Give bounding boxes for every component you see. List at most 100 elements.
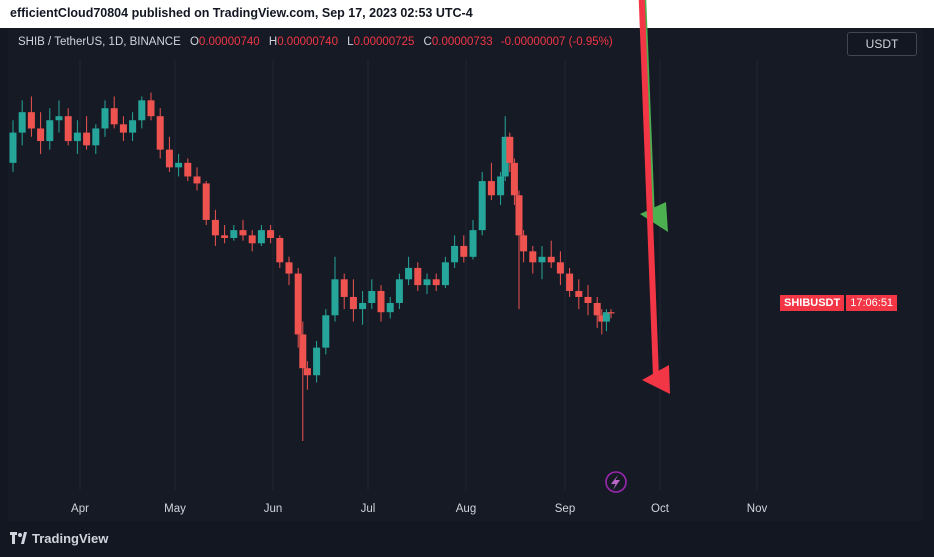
candle-body — [211, 219, 219, 236]
candle-body — [349, 296, 357, 310]
candle-body — [575, 290, 583, 297]
low-key: L — [347, 36, 354, 48]
candle-body — [165, 149, 173, 168]
candle-body — [405, 267, 413, 280]
candle-body — [257, 230, 265, 244]
candle-body — [501, 136, 509, 177]
candle-body — [368, 290, 376, 303]
candle-body — [414, 267, 422, 286]
candle-body — [92, 128, 100, 146]
candle-body — [294, 273, 302, 335]
candle-body — [110, 108, 118, 125]
candle-body — [386, 302, 394, 313]
candle-body — [520, 235, 528, 252]
x-axis[interactable]: Apr May Jun Jul Aug Sep Oct Nov — [71, 503, 767, 515]
tradingview-logo[interactable]: TradingView — [10, 531, 108, 546]
tradingview-logo-icon — [10, 532, 27, 544]
candle-body — [267, 230, 275, 238]
lightning-icon — [605, 471, 627, 493]
bearish-arrow-head — [642, 365, 670, 394]
open-key: O — [189, 36, 199, 48]
candle-body — [285, 262, 293, 274]
candle-body — [230, 230, 238, 238]
candle-body — [593, 302, 601, 316]
candle-body — [156, 116, 164, 150]
x-tick-label: Apr — [71, 503, 89, 515]
open-value: 0.00000740 — [198, 36, 260, 48]
currency-button[interactable]: USDT — [847, 32, 917, 56]
candle-body — [607, 312, 615, 314]
bearish-arrow-shaft — [638, 0, 659, 378]
candle-body — [547, 256, 555, 263]
candle-body — [359, 302, 367, 310]
candle-body — [331, 279, 339, 316]
candle-body — [460, 245, 468, 257]
candle-body — [423, 279, 431, 286]
candle-body — [119, 124, 127, 133]
candle-body — [322, 315, 330, 348]
ohlc-legend: SHIB / TetherUS, 1D, BINANCE O0.00000740… — [18, 36, 613, 48]
candle-body — [101, 108, 109, 129]
candle-body — [469, 230, 477, 257]
candle-body — [432, 279, 440, 286]
candle-body — [566, 273, 574, 291]
published-text: efficientCloud70804 published on Trading… — [10, 6, 473, 20]
candle-body — [239, 230, 247, 236]
candle-body — [395, 279, 403, 303]
published-header: efficientCloud70804 published on Trading… — [0, 0, 934, 28]
candle-body — [515, 195, 523, 236]
x-tick-label: Jul — [361, 503, 376, 515]
bearish-arrow — [638, 0, 670, 394]
candle-body — [303, 368, 311, 376]
candle-body — [598, 315, 606, 322]
high-key: H — [268, 36, 278, 48]
candle-body — [377, 290, 385, 313]
candle-body — [55, 116, 63, 121]
symbol-label[interactable]: SHIB / TetherUS, 1D, BINANCE — [18, 36, 181, 48]
candle-body — [248, 235, 256, 244]
candles-layer — [9, 92, 615, 442]
candle-body — [184, 162, 192, 177]
grid — [79, 60, 758, 490]
candle-body — [64, 116, 72, 142]
candle-body — [299, 334, 307, 369]
change-value: -0.00000007 (-0.95%) — [500, 36, 613, 48]
lightning-icon-bolt — [611, 475, 620, 490]
candle-body — [9, 132, 17, 163]
candle-body — [538, 256, 546, 263]
candle-body — [584, 296, 592, 303]
candle-body — [451, 245, 459, 263]
candle-body — [147, 100, 155, 117]
candle-body — [340, 279, 348, 297]
candle-body — [529, 251, 537, 263]
candle-body — [441, 262, 449, 286]
last-price-tag: SHIBUSDT 17:06:51 — [780, 295, 898, 311]
candle-body — [202, 183, 210, 220]
candle-body — [129, 120, 137, 133]
x-tick-label: Oct — [651, 503, 670, 515]
candle-body — [46, 120, 54, 142]
lightning-icon-ring — [605, 471, 627, 493]
candle-body — [497, 176, 505, 196]
price-tag-symbol: SHIBUSDT — [780, 295, 845, 311]
x-tick-label: Sep — [555, 503, 575, 515]
candle-body — [27, 112, 35, 129]
bar-countdown: 17:06:51 — [846, 295, 898, 311]
candle-body — [18, 112, 26, 133]
candle-body — [510, 162, 518, 196]
candle-body — [276, 237, 284, 263]
candle-body — [83, 132, 91, 146]
candle-body — [556, 262, 564, 274]
high-value: 0.00000740 — [277, 36, 338, 48]
bullish-arrow-head — [640, 202, 668, 232]
candle-body — [37, 128, 45, 142]
x-tick-label: Jun — [264, 503, 283, 515]
close-key: C — [423, 36, 432, 48]
candle-body — [602, 312, 610, 322]
candle-body — [193, 176, 201, 184]
low-value: 0.00000725 — [353, 36, 415, 48]
x-tick-label: Nov — [747, 503, 768, 515]
tradingview-logo-text: TradingView — [32, 531, 109, 546]
candle-body — [313, 347, 321, 376]
